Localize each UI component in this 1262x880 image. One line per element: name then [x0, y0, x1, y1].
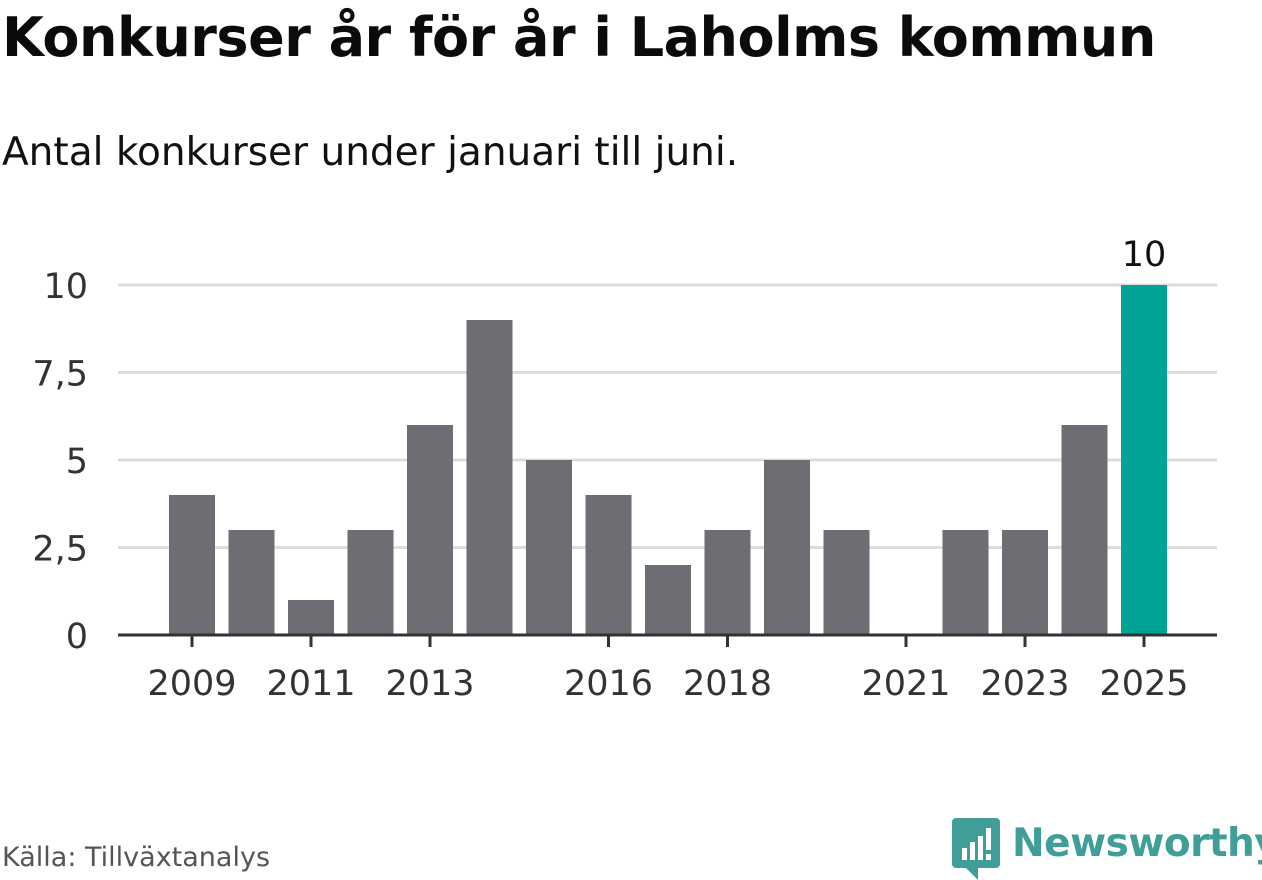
bar-2014 — [466, 320, 513, 635]
y-tick-label: 10 — [43, 267, 88, 307]
x-tick-label: 2021 — [861, 664, 950, 704]
bar-2009 — [169, 495, 215, 635]
bar-2010 — [228, 530, 275, 635]
bar-2012 — [347, 530, 394, 635]
x-axis — [118, 633, 1217, 647]
y-tick-label: 2,5 — [32, 530, 88, 570]
chart-title: Konkurser år för år i Laholms kommun — [2, 6, 1156, 69]
bar-2019 — [764, 460, 810, 635]
bar-2022 — [942, 530, 989, 635]
x-tick-label: 2016 — [564, 664, 653, 704]
x-tick-label: 2011 — [266, 664, 355, 704]
source-note: Källa: Tillväxtanalys — [2, 842, 271, 873]
y-axis-labels: 0 2,5 5 7,5 10 — [32, 267, 88, 657]
bar-2015 — [526, 460, 572, 635]
annotations: 10 — [1122, 235, 1167, 275]
brand: Newsworthy — [952, 818, 1262, 880]
x-tick-label: 2023 — [980, 664, 1069, 704]
x-tick-label: 2013 — [385, 664, 474, 704]
bar-2023 — [1002, 530, 1048, 635]
y-tick-label: 0 — [66, 617, 88, 657]
x-tick-label: 2018 — [683, 664, 772, 704]
chart-subtitle: Antal konkurser under januari till juni. — [2, 130, 739, 175]
y-tick-label: 5 — [66, 442, 88, 482]
x-axis-labels: 2009 2011 2013 2016 2018 2021 2023 2025 — [147, 664, 1188, 704]
bar-2011 — [288, 600, 334, 635]
bar-2025 — [1121, 285, 1167, 635]
newsworthy-logo-icon — [952, 818, 1000, 880]
bar-2020 — [823, 530, 870, 635]
x-tick-label: 2025 — [1099, 664, 1188, 704]
bar-2024 — [1061, 425, 1108, 635]
brand-name: Newsworthy — [1012, 820, 1262, 866]
bar-2017 — [645, 565, 691, 635]
gridlines — [118, 283, 1217, 549]
bar-2018 — [704, 530, 751, 635]
y-tick-label: 7,5 — [32, 355, 88, 395]
bar-2013 — [407, 425, 453, 635]
bars — [169, 285, 1167, 635]
x-tick-label: 2009 — [147, 664, 236, 704]
bar-2016 — [585, 495, 632, 635]
data-label-2025: 10 — [1122, 235, 1167, 275]
